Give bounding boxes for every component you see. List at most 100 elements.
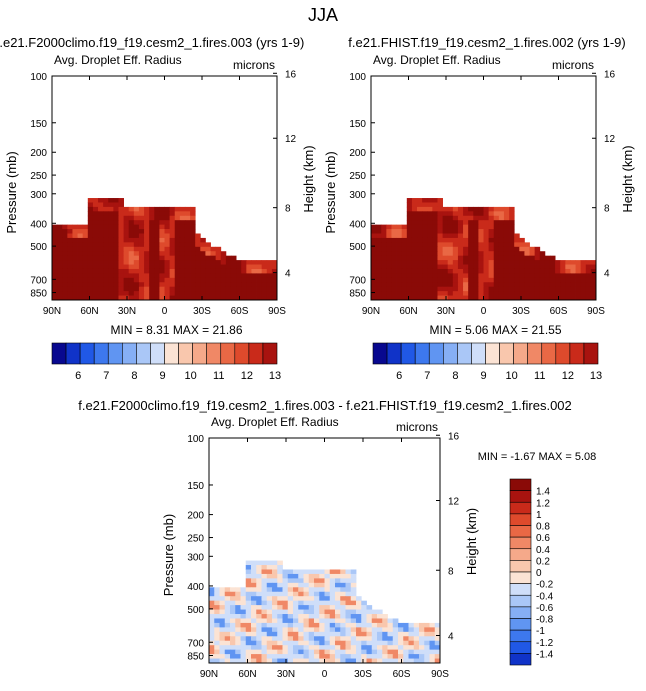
field-cell [256, 560, 262, 566]
field-cell [87, 202, 94, 208]
field-cell [437, 202, 443, 208]
colorbar-label: 10 [506, 370, 518, 382]
field-cell [447, 286, 454, 292]
field-cell [424, 622, 430, 628]
field-cell [396, 286, 403, 292]
field-cell [241, 264, 247, 270]
field-cell [340, 618, 346, 624]
field-cell [483, 286, 490, 292]
units-label: microns [552, 58, 594, 72]
field-cell [478, 251, 484, 257]
field-cell [387, 636, 394, 642]
field-cell [118, 242, 124, 248]
field-cell [463, 246, 469, 252]
field-cell [406, 286, 413, 292]
field-cell [169, 286, 176, 292]
field-cell [408, 636, 415, 642]
field-cell [245, 565, 252, 570]
colorbar-box [509, 618, 532, 631]
field-cell [128, 206, 135, 212]
field-cell [113, 282, 119, 288]
field-cell [287, 596, 294, 602]
field-cell [271, 291, 278, 296]
field-cell [118, 291, 124, 296]
y-tick-label: 500 [349, 242, 366, 253]
field-cell [308, 640, 315, 646]
field-cell [549, 286, 556, 292]
field-cell [329, 573, 336, 579]
field-cell [209, 627, 215, 633]
field-cell [169, 282, 176, 288]
field-cell [123, 211, 130, 217]
field-cell [345, 578, 352, 584]
field-cell [209, 636, 215, 642]
field-cell [434, 649, 441, 655]
field-cell [219, 636, 226, 642]
field-cell [164, 273, 171, 279]
colorbar-label: 0.2 [536, 556, 550, 567]
field-cell [293, 645, 299, 651]
field-cell [52, 282, 58, 288]
field-cell [437, 251, 443, 257]
field-cell [590, 273, 597, 279]
field-cell [72, 273, 78, 279]
colorbar-box [178, 342, 193, 365]
field-cell [539, 291, 546, 296]
field-cell [169, 215, 176, 221]
field-cell [345, 640, 352, 646]
field-cell [303, 614, 310, 619]
field-cell [174, 242, 181, 248]
field-cell [224, 596, 231, 602]
field-cell [437, 255, 443, 261]
field-cell [57, 242, 63, 248]
field-cell [220, 251, 227, 257]
field-cell [230, 658, 236, 664]
field-cell [493, 264, 500, 270]
field-cell [483, 237, 490, 243]
field-cell [555, 295, 561, 301]
field-cell [356, 658, 362, 664]
field-cell [391, 237, 397, 243]
field-cell [128, 237, 135, 243]
field-cell [377, 614, 383, 619]
field-cell [345, 591, 352, 597]
field-cell [271, 277, 278, 283]
colorbar-box [414, 342, 430, 365]
min-max-label: MIN = 5.06 MAX = 21.55 [429, 323, 561, 337]
field-cell [544, 295, 551, 301]
field-cell [329, 658, 336, 664]
field-cell [251, 645, 257, 651]
field-cell [468, 291, 474, 296]
x-tick-label: 60N [80, 306, 98, 317]
field-cell [149, 215, 155, 221]
field-cell [463, 277, 469, 283]
field-cell [184, 220, 191, 226]
colorbar-box [527, 342, 543, 365]
field-cell [225, 264, 232, 270]
field-cell [256, 260, 263, 265]
x-tick-label: 90N [43, 306, 61, 317]
colorbar-box [428, 342, 444, 365]
colorbar-box [107, 342, 123, 365]
field-cell [422, 246, 428, 252]
field-cell [266, 587, 273, 593]
field-cell [256, 291, 263, 296]
field-cell [303, 649, 310, 655]
field-cell [138, 215, 145, 221]
field-cell [442, 224, 449, 230]
field-cell [457, 273, 464, 279]
field-cell [468, 251, 474, 257]
panel-subtitle: Avg. Droplet Eff. Radius [54, 53, 182, 67]
field-cell [266, 654, 273, 659]
field-cell [356, 627, 362, 633]
field-cell [195, 282, 201, 288]
y-tick-label: 500 [30, 242, 47, 253]
field-cell [473, 273, 479, 279]
field-cell [261, 565, 268, 570]
colorbar-box [509, 583, 532, 596]
field-cell [235, 640, 241, 646]
field-cell [169, 224, 176, 230]
field-cell [169, 273, 176, 279]
x-tick-label: 30N [277, 669, 295, 680]
field-cell [498, 206, 505, 212]
